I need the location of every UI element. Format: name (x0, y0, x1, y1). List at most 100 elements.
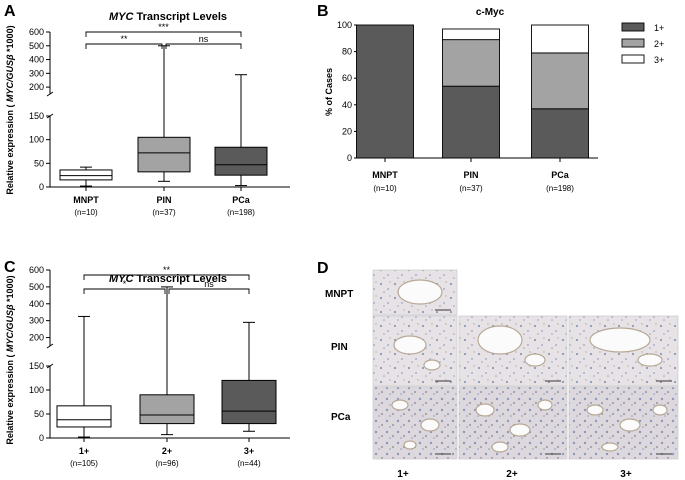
panel-b-y-tick-label: 20 (342, 126, 352, 136)
panel-a-y-tick-label: 400 (29, 55, 44, 65)
panel-c-n-label: (n=44) (237, 459, 261, 468)
panel-letter-a: A (4, 3, 16, 20)
panel-a-significance-label: *** (158, 22, 169, 32)
panel-a-n-label: (n=10) (74, 208, 98, 217)
panel-d-col-label-3: 3+ (620, 469, 632, 480)
panel-d-row-label-pin: PIN (331, 342, 348, 353)
panel-letter-d: D (317, 260, 329, 277)
micrograph-gland-lumen (537, 399, 553, 411)
micrograph-gland-lumen (391, 399, 409, 411)
panel-c-y-tick-label: 50 (34, 409, 44, 419)
panel-b-y-tick-label: 0 (347, 153, 352, 163)
panel-c-significance-bracket (168, 288, 250, 294)
panel-c-y-tick-label: 150 (29, 361, 44, 371)
panel-a-significance-bracket (85, 31, 242, 37)
panel-a-y-tick-label: 300 (29, 68, 44, 78)
micrograph-gland-lumen (397, 279, 443, 305)
panel-d-row-label-mnpt: MNPT (325, 289, 353, 300)
panel-letter-b: B (317, 3, 329, 20)
panel-a-y-tick-label: 150 (29, 111, 44, 121)
micrograph-gland-lumen (586, 404, 604, 416)
panel-a-ylabel: Relative expression ( MYC/GUSβ *1000) (5, 25, 15, 194)
panel-a-significance-label: ** (120, 34, 128, 44)
panel-b-ylabel: % of Cases (324, 68, 334, 116)
panel-c-box (139, 394, 195, 425)
panel-b-bar-segment (442, 39, 500, 87)
panel-b-legend-label: 2+ (654, 39, 664, 49)
panel-c-n-label: (n=105) (70, 459, 98, 468)
panel-a-axis-break-mark (46, 91, 54, 97)
micrograph-gland-lumen (477, 325, 523, 355)
panel-c-category-label: 1+ (79, 446, 89, 456)
panel-d-col-label-2: 2+ (506, 469, 518, 480)
panel-b-y-tick-label: 60 (342, 73, 352, 83)
panel-c-y-tick-label: 100 (29, 385, 44, 395)
panel-a-category-label: PCa (232, 195, 251, 205)
panel-a-y-tick-label: 50 (34, 158, 44, 168)
micrograph-gland-lumen (491, 441, 509, 453)
panel-c-y-tick-label: 300 (29, 316, 44, 326)
panel-a-n-label: (n=198) (227, 208, 255, 217)
panel-a-significance-label: ns (199, 34, 209, 44)
panel-letter-c: C (4, 259, 16, 276)
panel-a-box (59, 169, 113, 181)
panel-c-significance-label: ** (163, 265, 171, 275)
panel-a-significance-bracket (85, 43, 163, 49)
panel-c-axis-break-mark (46, 343, 54, 349)
panel-b-legend-swatch (621, 54, 645, 64)
micrograph-gland-lumen (393, 335, 427, 355)
panel-b-bar-segment (356, 24, 414, 159)
panel-b-bar-segment (442, 85, 500, 159)
panel-a-boxplot: 0 50 100 150 200 300 400 500 600 MNPT (n=10) PIN (n=… (29, 22, 290, 217)
panel-b-y-tick-label: 100 (337, 20, 352, 30)
panel-b-legend-swatch (621, 22, 645, 32)
micrograph-tile (372, 386, 458, 460)
panel-a-box (137, 136, 191, 173)
panel-c-box (56, 405, 112, 428)
micrograph-gland-lumen (475, 403, 495, 417)
panel-a-category-label: MNPT (73, 195, 99, 205)
panel-c-significance-label: * (123, 279, 127, 289)
panel-a-y-tick-label: 600 (29, 27, 44, 37)
panel-b-bar-segment (531, 52, 589, 110)
panel-a-y-tick-label: 100 (29, 135, 44, 145)
panel-b-y-tick-label: 80 (342, 47, 352, 57)
micrograph-gland-lumen (601, 442, 619, 452)
panel-a-y-tick-label: 500 (29, 41, 44, 51)
panel-b-stacked-bar: 0 20 40 60 80 100 MNPT (n=10) PIN (n=37) PCa (n=198… (337, 20, 664, 193)
panel-a-box (214, 146, 268, 176)
panel-b-category-label: MNPT (372, 170, 398, 180)
panel-b-legend-label: 1+ (654, 23, 664, 33)
panel-b-n-label: (n=10) (373, 184, 397, 193)
panel-b-category-label: PIN (463, 170, 478, 180)
panel-a-category-label: PIN (156, 195, 171, 205)
micrograph-tile (458, 386, 568, 460)
micrograph-gland-lumen (652, 404, 668, 416)
micrograph-gland-lumen (420, 418, 440, 432)
micrograph-gland-lumen (589, 327, 651, 353)
panel-c-category-label: 2+ (162, 446, 172, 456)
panel-d-row-label-pca: PCa (331, 412, 351, 423)
panel-c-y-tick-label: 0 (39, 433, 44, 443)
micrograph-gland-lumen (403, 440, 417, 450)
micrograph-grid (372, 269, 679, 460)
panel-a-y-tick-label: 200 (29, 82, 44, 92)
panel-c-y-tick-label: 400 (29, 299, 44, 309)
panel-b-title: c-Myc (476, 7, 505, 18)
panel-c-significance-bracket (83, 288, 166, 294)
panel-c-significance-label: ns (204, 279, 214, 289)
panel-b-n-label: (n=37) (459, 184, 483, 193)
panel-a-n-label: (n=37) (152, 208, 176, 217)
panel-c-n-label: (n=96) (155, 459, 179, 468)
panel-c-category-label: 3+ (244, 446, 254, 456)
panel-c-ylabel: Relative expression ( MYC/GUSβ *1000) (5, 275, 15, 444)
panel-c-y-tick-label: 200 (29, 333, 44, 343)
panel-d-col-label-1: 1+ (397, 469, 409, 480)
panel-b-n-label: (n=198) (546, 184, 574, 193)
micrograph-gland-lumen (524, 353, 546, 367)
panel-b-bar-segment (531, 24, 589, 54)
panel-c-boxplot: 0 50 100 150 200 300 400 500 600 1+ (n=105) 2+ (n=96… (29, 265, 290, 468)
panel-c-y-tick-label: 600 (29, 265, 44, 275)
panel-a-y-tick-label: 0 (39, 182, 44, 192)
